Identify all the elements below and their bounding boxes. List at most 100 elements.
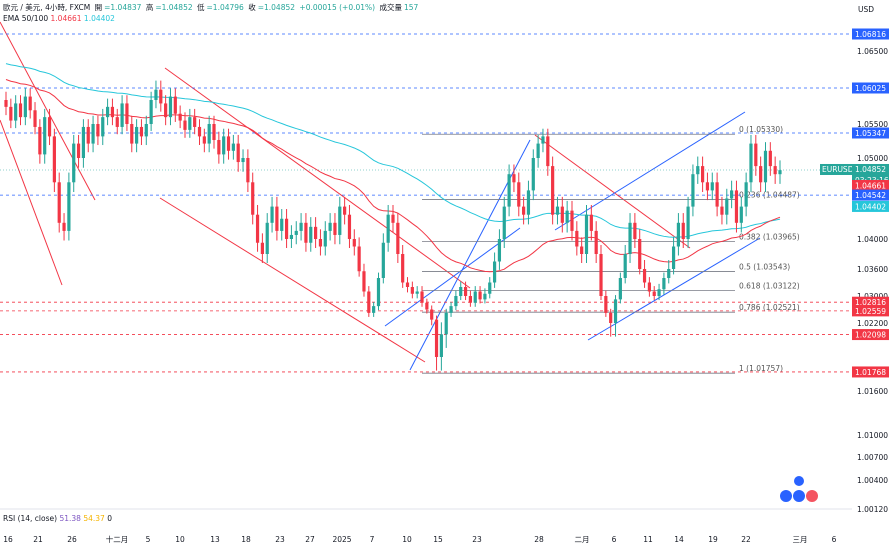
candle-body <box>328 222 332 231</box>
x-tick-label: 三月 <box>793 535 808 544</box>
candle-body <box>33 110 37 127</box>
rsi-legend[interactable]: RSI (14, close) 51.38 54.37 0 <box>3 514 112 523</box>
candle-body <box>96 124 100 137</box>
candle-body <box>420 291 424 303</box>
y-tick-label: 1.00120 <box>857 505 888 514</box>
trend-line <box>164 67 471 289</box>
candle-body <box>536 143 540 158</box>
candle-body <box>251 182 255 215</box>
candle-body <box>62 222 66 231</box>
candle-body <box>178 113 182 121</box>
candle-body <box>773 166 777 175</box>
candle-body <box>473 291 477 303</box>
x-tick-label: 21 <box>33 535 43 544</box>
candle-body <box>405 282 410 287</box>
candle-body <box>23 96 27 118</box>
trend-line <box>534 134 691 249</box>
candle-body <box>38 126 42 155</box>
candle-body <box>589 214 593 231</box>
candle-body <box>202 136 206 144</box>
candle-body <box>168 96 173 118</box>
x-tick-label: 5 <box>146 535 151 544</box>
candle-body <box>560 206 564 223</box>
candle-body <box>691 174 695 207</box>
price-tag <box>852 127 889 139</box>
x-tick-label: 19 <box>708 535 718 544</box>
candle-body <box>734 190 739 223</box>
x-tick-label: 23 <box>275 535 285 544</box>
symbol-label[interactable]: 歐元 / 美元, 4小時, FXCM <box>3 3 91 12</box>
candle-body <box>4 100 8 107</box>
replay-icon[interactable] <box>780 476 818 502</box>
candle-body <box>468 296 472 303</box>
candle-body <box>715 182 719 207</box>
candle-body <box>67 182 71 231</box>
fib-level-label: 0.786 (1.02521) <box>739 303 800 312</box>
candle-body <box>159 89 163 104</box>
candle-body <box>686 206 690 239</box>
candle-body <box>642 269 647 283</box>
candle-body <box>749 143 753 183</box>
open-value: =1.04837 <box>104 3 142 12</box>
candle-body <box>497 239 502 262</box>
price-tag-label: 1.02559 <box>855 307 886 316</box>
candle-body <box>347 214 352 239</box>
candle-body <box>662 278 666 290</box>
price-tag-label: 1.04661 <box>855 181 886 190</box>
candle-body <box>343 206 347 215</box>
candle-body <box>459 287 463 296</box>
rsi-value: 51.38 <box>59 514 81 523</box>
trend-line <box>0 119 63 286</box>
candle-body <box>304 222 308 243</box>
candle-body <box>173 96 177 114</box>
candle-body <box>759 166 763 183</box>
candle-body <box>289 234 294 239</box>
x-tick-label: 26 <box>67 535 77 544</box>
ema100-value: 1.04402 <box>83 14 115 23</box>
candle-body <box>739 206 743 223</box>
ema-legend[interactable]: EMA 50/100 1.04661 1.04402 <box>3 14 115 23</box>
y-axis-bg <box>852 0 889 549</box>
candle-body <box>531 158 535 191</box>
candle-body <box>125 103 129 124</box>
candle-body <box>584 214 589 254</box>
fib-level-label: 1 (1.01757) <box>739 364 783 373</box>
candle-body <box>241 158 245 163</box>
candle-body <box>618 278 622 300</box>
candle-body <box>72 143 76 183</box>
candle-body <box>434 319 439 357</box>
trend-line <box>384 227 521 327</box>
open-label: 開 <box>94 3 103 12</box>
rsi-ma-value: 54.37 <box>83 514 105 523</box>
y-tick-label: 1.01000 <box>857 431 888 440</box>
price-tag <box>852 189 889 201</box>
price-tag <box>852 296 889 308</box>
candle-body <box>555 206 560 215</box>
currency-label[interactable]: USD <box>858 5 875 14</box>
candle-body <box>454 296 458 307</box>
price-tag-label: 1.04542 <box>855 191 886 200</box>
candle-body <box>671 246 676 269</box>
candle-body <box>628 222 632 254</box>
candle-body <box>183 120 187 130</box>
candle-body <box>657 289 661 296</box>
candle-body <box>594 230 598 254</box>
candle-body <box>439 334 443 357</box>
horizontal-levels <box>0 33 852 373</box>
candle-body <box>367 291 371 313</box>
candle-body <box>299 222 303 231</box>
candle-body <box>352 239 356 247</box>
candle-body <box>667 269 671 278</box>
candle-body <box>144 124 148 137</box>
price-tag-label: 1.02098 <box>855 331 886 340</box>
high-value: =1.04852 <box>155 3 193 12</box>
x-tick-label: 14 <box>674 535 684 544</box>
volume-value: 157 <box>403 3 419 12</box>
price-tag <box>852 179 889 191</box>
price-tag <box>852 28 889 40</box>
y-tick-label: 1.01600 <box>857 387 888 396</box>
candle-body <box>652 291 656 296</box>
price-tag <box>852 366 889 378</box>
candle-body <box>396 222 400 254</box>
